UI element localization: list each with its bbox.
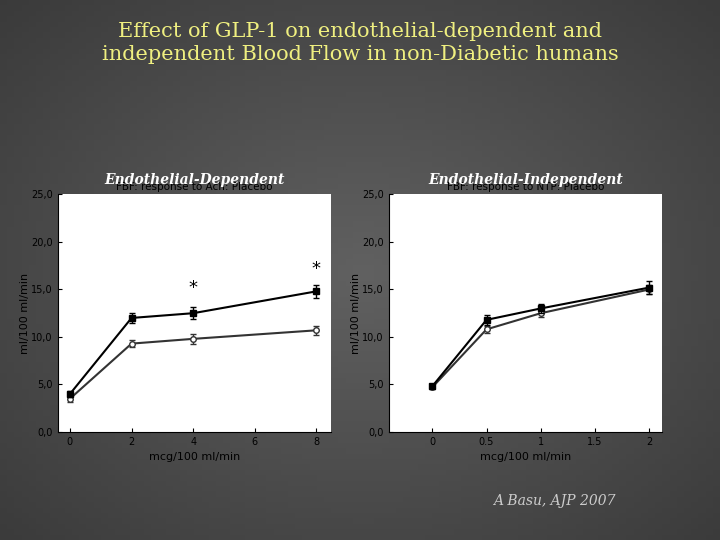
Text: *: * bbox=[189, 279, 198, 297]
X-axis label: mcg/100 ml/min: mcg/100 ml/min bbox=[149, 453, 240, 462]
Y-axis label: ml/100 ml/min: ml/100 ml/min bbox=[19, 273, 30, 354]
Text: *: * bbox=[312, 260, 321, 278]
Text: Effect of GLP-1 on endothelial-dependent and
independent Blood Flow in non-Diabe: Effect of GLP-1 on endothelial-dependent… bbox=[102, 22, 618, 64]
Text: A Basu, AJP 2007: A Basu, AJP 2007 bbox=[493, 494, 616, 508]
Title: FBF: response to Ach: Placebo: FBF: response to Ach: Placebo bbox=[116, 182, 273, 192]
Y-axis label: ml/100 ml/min: ml/100 ml/min bbox=[351, 273, 361, 354]
Text: Endothelial-Independent: Endothelial-Independent bbox=[428, 173, 623, 186]
Title: FBF: response to NTP: Placebo: FBF: response to NTP: Placebo bbox=[447, 182, 604, 192]
X-axis label: mcg/100 ml/min: mcg/100 ml/min bbox=[480, 453, 571, 462]
Text: Endothelial-Dependent: Endothelial-Dependent bbox=[104, 173, 284, 186]
